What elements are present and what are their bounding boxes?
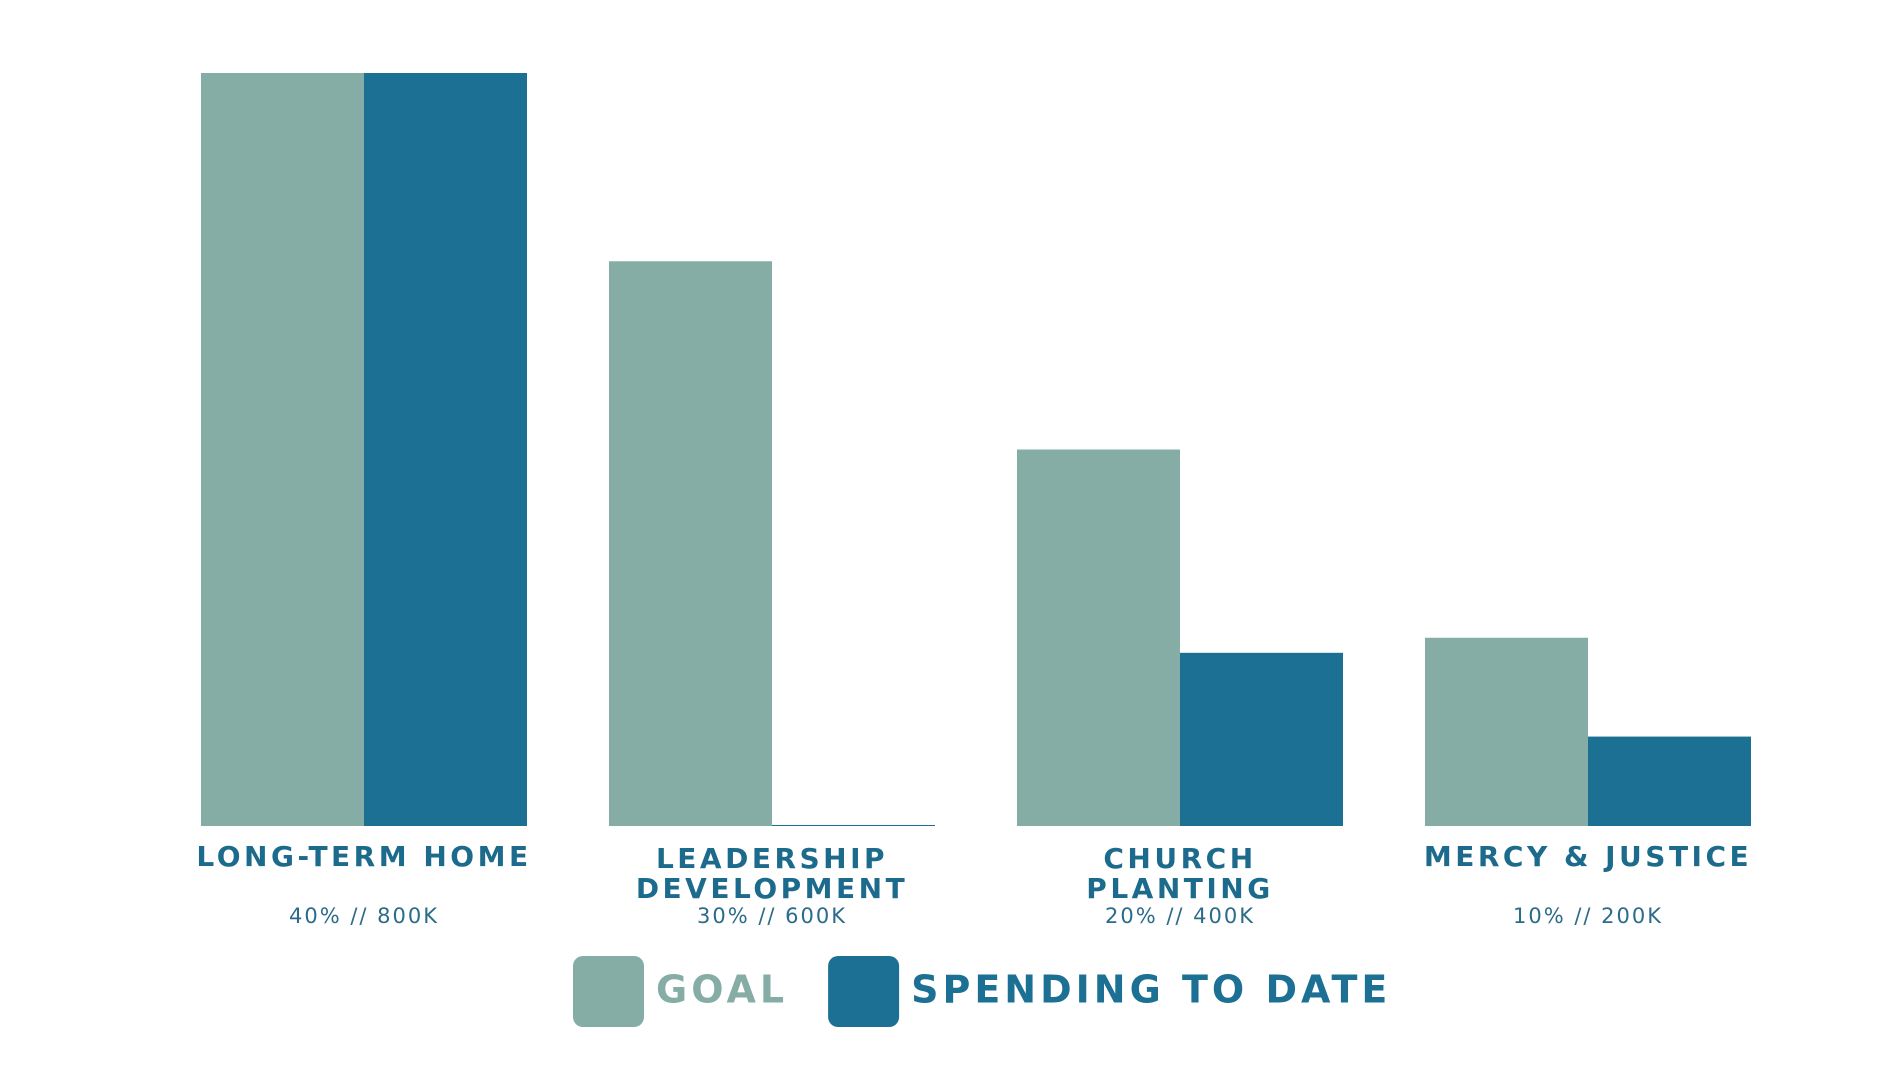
legend-label: GOAL — [656, 968, 788, 1012]
category-label: PLANTING — [1086, 872, 1273, 905]
legend-swatch — [828, 956, 900, 1027]
bar — [1425, 637, 1588, 826]
bar — [609, 261, 772, 826]
bar — [364, 73, 527, 826]
category-note: 10% // 200K — [1513, 904, 1663, 928]
category-label: LONG-TERM HOME — [196, 840, 531, 873]
category-note: 40% // 800K — [289, 904, 439, 928]
category-label: DEVELOPMENT — [636, 872, 908, 905]
bar — [1017, 449, 1180, 826]
legend-swatch — [573, 956, 644, 1027]
category-label: LEADERSHIP — [656, 842, 888, 875]
category-note: 20% // 400K — [1105, 904, 1255, 928]
category-label: MERCY & JUSTICE — [1424, 840, 1752, 873]
bar — [1588, 736, 1751, 826]
bar — [1180, 652, 1343, 826]
bar — [201, 73, 364, 826]
category-note: 30% // 600K — [697, 904, 847, 928]
bar — [772, 825, 935, 826]
category-label: CHURCH — [1103, 842, 1256, 875]
legend-label: SPENDING TO DATE — [911, 968, 1391, 1012]
